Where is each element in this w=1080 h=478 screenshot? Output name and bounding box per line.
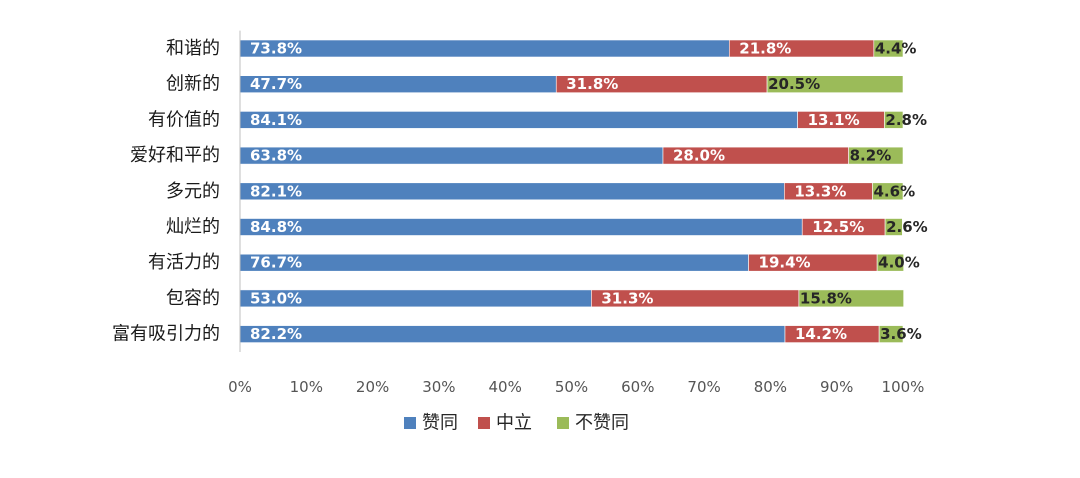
data-label: 4.0% bbox=[878, 254, 920, 272]
data-label: 3.6% bbox=[880, 325, 922, 343]
data-label: 31.8% bbox=[566, 75, 618, 93]
data-label: 82.1% bbox=[250, 182, 302, 200]
data-label: 21.8% bbox=[739, 40, 791, 58]
data-label: 14.2% bbox=[795, 325, 847, 343]
x-tick-label: 100% bbox=[882, 378, 925, 396]
data-label: 20.5% bbox=[768, 75, 820, 93]
x-tick-label: 40% bbox=[489, 378, 522, 396]
bar-segment bbox=[873, 39, 904, 58]
data-label: 84.1% bbox=[250, 111, 302, 129]
x-tick-label: 20% bbox=[356, 378, 389, 396]
data-label: 12.5% bbox=[812, 218, 864, 236]
data-label: 13.3% bbox=[794, 182, 846, 200]
x-tick-label: 60% bbox=[621, 378, 654, 396]
legend-swatch bbox=[557, 417, 569, 429]
legend-swatch bbox=[478, 417, 490, 429]
category-label: 包容的 bbox=[166, 288, 220, 309]
data-label: 4.6% bbox=[874, 182, 916, 200]
bar-segment bbox=[239, 182, 785, 201]
data-label: 8.2% bbox=[850, 147, 892, 165]
category-label: 有价值的 bbox=[148, 109, 220, 130]
bar-segment bbox=[766, 75, 904, 93]
data-label: 19.4% bbox=[759, 254, 811, 272]
x-tick-label: 0% bbox=[228, 378, 252, 396]
x-tick-label: 30% bbox=[422, 378, 455, 396]
data-label: 4.4% bbox=[875, 40, 917, 58]
x-tick-label: 10% bbox=[290, 378, 323, 396]
bar-segment bbox=[239, 39, 730, 58]
data-label: 31.3% bbox=[601, 289, 653, 307]
bar-segment bbox=[239, 146, 664, 165]
x-tick-label: 80% bbox=[754, 378, 787, 396]
category-label: 灿烂的 bbox=[166, 217, 220, 238]
legend: 赞同 中立 不赞同 bbox=[404, 413, 629, 434]
data-label: 47.7% bbox=[250, 75, 302, 93]
legend-swatch bbox=[404, 417, 416, 429]
category-label: 和谐的 bbox=[166, 38, 220, 59]
legend-label: 赞同 bbox=[422, 413, 458, 434]
x-tick-label: 50% bbox=[555, 378, 588, 396]
data-label: 2.8% bbox=[885, 111, 927, 129]
x-tick-label: 70% bbox=[687, 378, 720, 396]
data-label: 82.2% bbox=[250, 325, 302, 343]
bar-segment bbox=[798, 289, 904, 308]
x-tick-labels: 0% 10% 20% 30% 40% 50% 60% 70% 80% 90% 100% bbox=[228, 378, 924, 396]
legend-label: 中立 bbox=[496, 413, 532, 434]
category-label: 创新的 bbox=[166, 74, 220, 95]
category-label: 有活力的 bbox=[148, 252, 220, 273]
bars-layer bbox=[239, 39, 904, 343]
data-label: 84.8% bbox=[250, 218, 302, 236]
bar-segment bbox=[872, 182, 904, 201]
bar-segment bbox=[878, 325, 904, 343]
data-label: 73.8% bbox=[250, 40, 302, 58]
x-tick-label: 90% bbox=[820, 378, 853, 396]
bar-segment bbox=[884, 218, 903, 236]
bar-segment bbox=[848, 146, 904, 165]
bar-labels-layer: 73.8% 21.8% 4.4% 47.7% 31.8% 20.5% 84.1% 13.1% 2… bbox=[250, 40, 928, 344]
bar-segment bbox=[239, 253, 749, 272]
data-label: 28.0% bbox=[673, 147, 725, 165]
bar-segment bbox=[239, 325, 786, 343]
legend-label: 不赞同 bbox=[575, 413, 629, 434]
category-label: 多元的 bbox=[166, 181, 220, 202]
data-label: 63.8% bbox=[250, 147, 302, 165]
bar-segment bbox=[876, 253, 904, 272]
bar-segment bbox=[239, 111, 798, 129]
category-label: 爱好和平的 bbox=[130, 145, 220, 166]
data-label: 53.0% bbox=[250, 289, 302, 307]
data-label: 15.8% bbox=[800, 289, 852, 307]
data-label: 76.7% bbox=[250, 254, 302, 272]
data-label: 13.1% bbox=[808, 111, 860, 129]
data-label: 2.6% bbox=[886, 218, 928, 236]
bar-segment bbox=[239, 218, 803, 236]
bar-segment bbox=[884, 111, 904, 129]
category-label: 富有吸引力的 bbox=[112, 324, 220, 345]
